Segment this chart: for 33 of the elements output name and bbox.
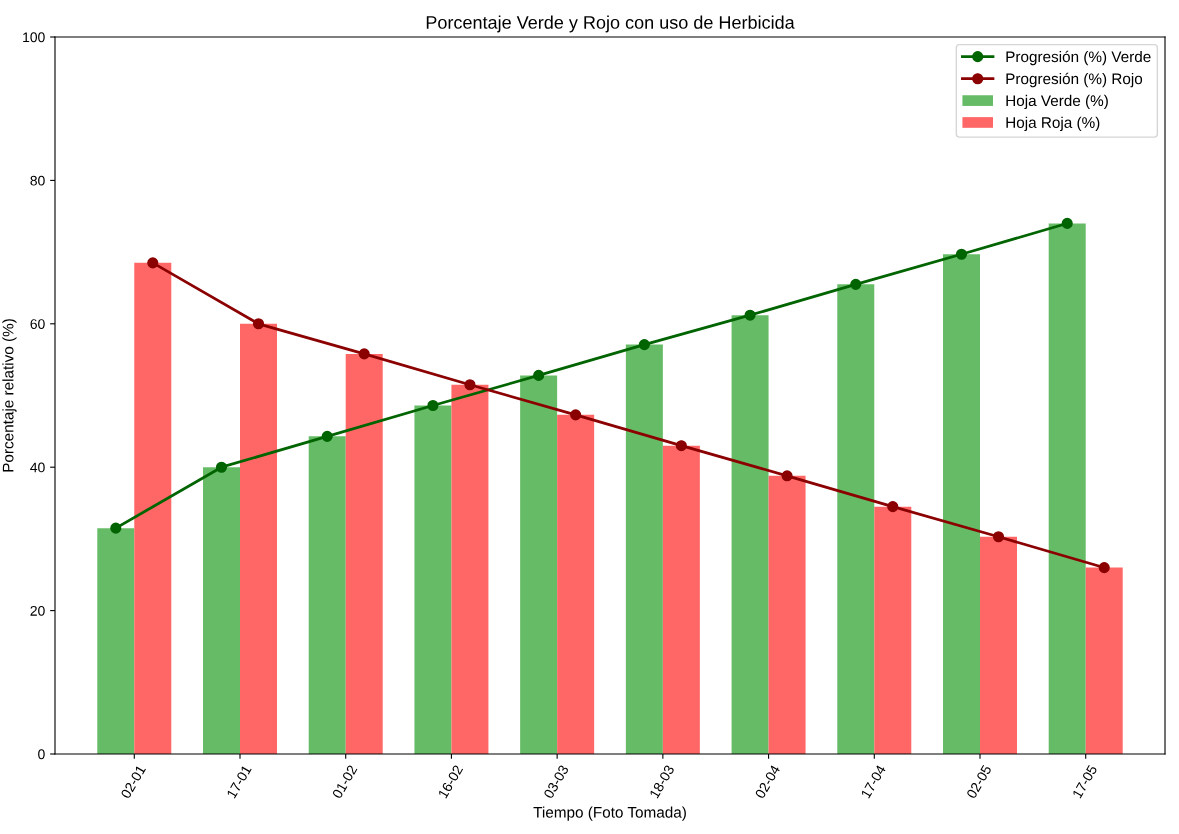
bar xyxy=(731,315,769,754)
y-tick-label: 100 xyxy=(23,32,45,43)
bar xyxy=(451,384,489,754)
legend-label: Hoja Verde (%) xyxy=(1006,94,1108,110)
legend-label: Hoja Roja (%) xyxy=(1006,116,1100,131)
bar xyxy=(557,414,595,754)
bar xyxy=(625,344,663,754)
x-axis-title: Tiempo (Foto Tomada) xyxy=(533,806,686,821)
bar xyxy=(203,467,240,754)
bar xyxy=(768,475,806,754)
bar xyxy=(874,506,912,754)
bar xyxy=(662,445,700,754)
chart-title: Porcentaje Verde y Rojo con uso de Herbicida xyxy=(426,15,795,33)
bar xyxy=(1048,223,1086,754)
bar xyxy=(520,375,558,754)
y-axis-title: Porcentaje relativo (%) xyxy=(2,319,17,472)
bar xyxy=(134,262,172,754)
y-tick-label: 60 xyxy=(30,319,45,329)
bar xyxy=(1085,567,1123,754)
y-tick-label: 20 xyxy=(30,605,45,616)
y-tick-label: 0 xyxy=(38,749,45,760)
legend-label: Progresión (%) Rojo xyxy=(1006,72,1143,88)
bar xyxy=(240,323,277,754)
bar xyxy=(943,254,980,754)
bar xyxy=(980,536,1017,754)
bar xyxy=(345,353,383,754)
bar xyxy=(837,284,875,754)
y-tick-label: 80 xyxy=(30,175,45,186)
bar xyxy=(97,528,135,754)
bar xyxy=(414,405,452,754)
bar xyxy=(308,436,346,754)
y-tick-label: 40 xyxy=(30,462,45,473)
legend-label: Progresión (%) Verde xyxy=(1006,50,1151,66)
